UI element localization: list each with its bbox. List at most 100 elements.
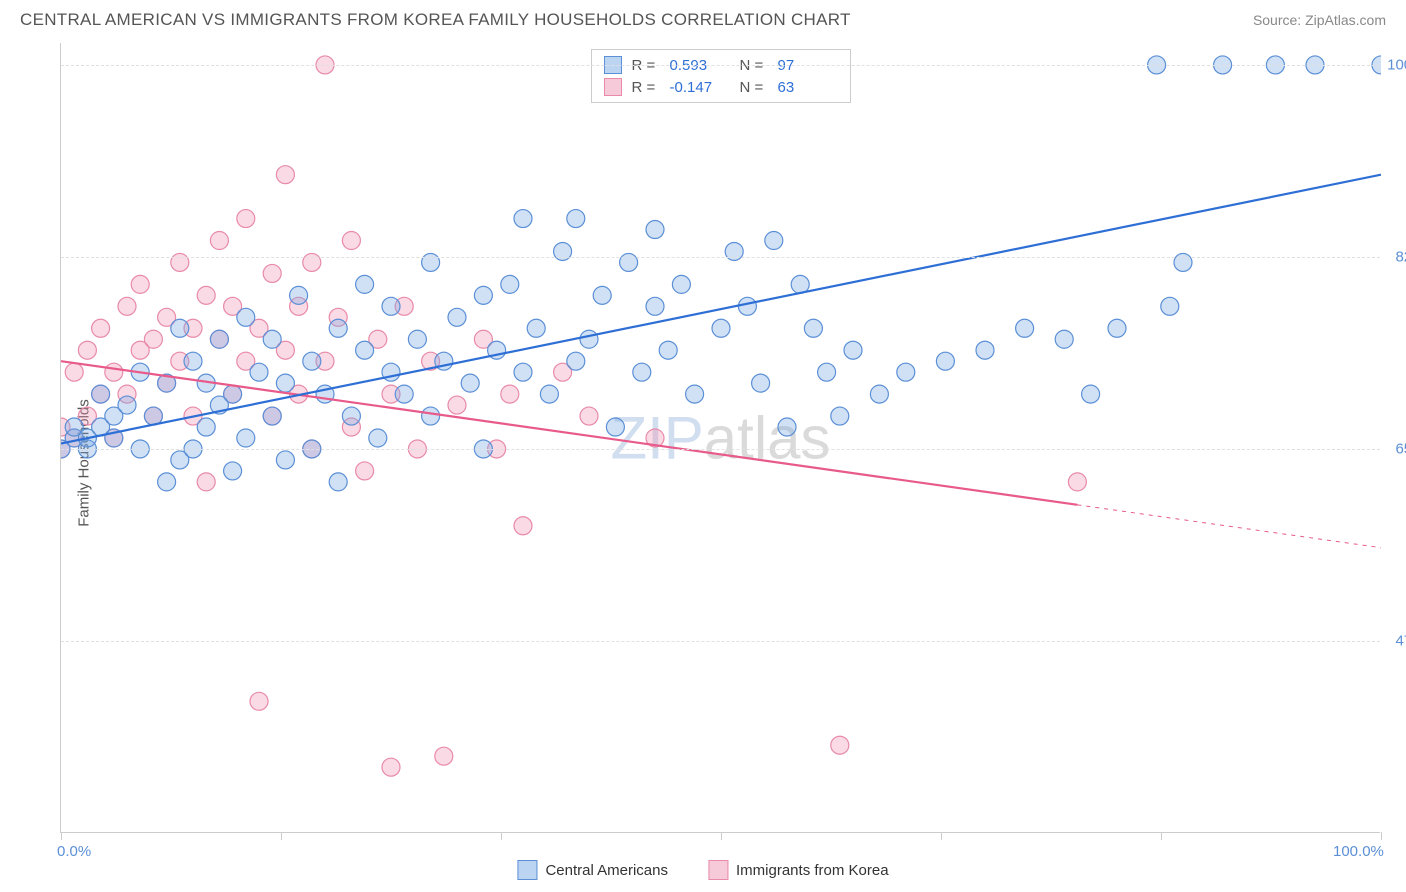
blue-point bbox=[92, 385, 110, 403]
blue-point bbox=[329, 319, 347, 337]
blue-point bbox=[646, 297, 664, 315]
pink-point bbox=[144, 330, 162, 348]
gridline bbox=[61, 257, 1380, 258]
blue-point bbox=[686, 385, 704, 403]
pink-point bbox=[356, 462, 374, 480]
pink-point bbox=[831, 736, 849, 754]
blue-point bbox=[263, 330, 281, 348]
blue-point bbox=[1108, 319, 1126, 337]
legend-label: Central Americans bbox=[545, 862, 668, 879]
pink-point bbox=[197, 286, 215, 304]
ytick-label: 100.0% bbox=[1387, 56, 1406, 73]
pink-point bbox=[78, 341, 96, 359]
gridline bbox=[61, 449, 1380, 450]
blue-point bbox=[448, 308, 466, 326]
pink-point bbox=[92, 319, 110, 337]
pink-point bbox=[131, 275, 149, 293]
blue-point bbox=[606, 418, 624, 436]
xtick-label-last: 100.0% bbox=[1333, 843, 1384, 860]
blue-point bbox=[263, 407, 281, 425]
legend-item: Central Americans bbox=[517, 860, 668, 880]
blue-point bbox=[646, 221, 664, 239]
pink-point bbox=[382, 758, 400, 776]
blue-point bbox=[633, 363, 651, 381]
blue-point bbox=[804, 319, 822, 337]
blue-point bbox=[672, 275, 690, 293]
pink-point bbox=[501, 385, 519, 403]
blue-point bbox=[712, 319, 730, 337]
blue-point bbox=[514, 210, 532, 228]
pink-point bbox=[276, 166, 294, 184]
blue-point bbox=[303, 352, 321, 370]
legend-swatch bbox=[708, 860, 728, 880]
blue-point bbox=[818, 363, 836, 381]
blue-point bbox=[1055, 330, 1073, 348]
gridline bbox=[61, 65, 1380, 66]
pink-trendline-extrapolated bbox=[1077, 505, 1381, 548]
stats-row: R =-0.147N =63 bbox=[604, 76, 838, 98]
xtick bbox=[1381, 832, 1382, 840]
blue-point bbox=[237, 308, 255, 326]
blue-trendline bbox=[61, 175, 1381, 444]
pink-point bbox=[514, 517, 532, 535]
blue-point bbox=[224, 462, 242, 480]
stats-n-label: N = bbox=[740, 79, 768, 96]
plot-area: ZIPatlas R =0.593N =97R =-0.147N =63 47.… bbox=[60, 43, 1380, 833]
pink-point bbox=[65, 363, 83, 381]
chart-title: CENTRAL AMERICAN VS IMMIGRANTS FROM KORE… bbox=[20, 10, 851, 30]
blue-point bbox=[567, 352, 585, 370]
blue-point bbox=[1016, 319, 1034, 337]
blue-point bbox=[356, 341, 374, 359]
legend-swatch bbox=[517, 860, 537, 880]
blue-point bbox=[1082, 385, 1100, 403]
pink-point bbox=[210, 232, 228, 250]
blue-point bbox=[831, 407, 849, 425]
pink-point bbox=[448, 396, 466, 414]
blue-point bbox=[224, 385, 242, 403]
blue-point bbox=[474, 286, 492, 304]
blue-point bbox=[580, 330, 598, 348]
blue-point bbox=[422, 407, 440, 425]
blue-point bbox=[171, 319, 189, 337]
ytick-label: 47.5% bbox=[1395, 632, 1406, 649]
pink-point bbox=[580, 407, 598, 425]
blue-point bbox=[276, 374, 294, 392]
pink-point bbox=[118, 297, 136, 315]
pink-point bbox=[197, 473, 215, 491]
blue-point bbox=[184, 352, 202, 370]
pink-point bbox=[237, 210, 255, 228]
blue-point bbox=[210, 330, 228, 348]
blue-point bbox=[329, 473, 347, 491]
pink-point bbox=[250, 692, 268, 710]
legend-item: Immigrants from Korea bbox=[708, 860, 889, 880]
blue-point bbox=[395, 385, 413, 403]
blue-point bbox=[197, 418, 215, 436]
ytick-label: 65.0% bbox=[1395, 440, 1406, 457]
blue-point bbox=[118, 396, 136, 414]
stats-r-value: -0.147 bbox=[670, 79, 730, 96]
xtick-label-first: 0.0% bbox=[57, 843, 91, 860]
xtick bbox=[721, 832, 722, 840]
stats-legend-box: R =0.593N =97R =-0.147N =63 bbox=[591, 49, 851, 103]
blue-point bbox=[408, 330, 426, 348]
legend-label: Immigrants from Korea bbox=[736, 862, 889, 879]
blue-point bbox=[356, 275, 374, 293]
xtick bbox=[501, 832, 502, 840]
blue-point bbox=[897, 363, 915, 381]
blue-point bbox=[778, 418, 796, 436]
pink-point bbox=[342, 232, 360, 250]
blue-point bbox=[540, 385, 558, 403]
pink-point bbox=[105, 363, 123, 381]
blue-point bbox=[369, 429, 387, 447]
blue-point bbox=[158, 473, 176, 491]
blue-point bbox=[738, 297, 756, 315]
xtick bbox=[281, 832, 282, 840]
blue-point bbox=[844, 341, 862, 359]
blue-point bbox=[342, 407, 360, 425]
blue-point bbox=[976, 341, 994, 359]
chart-container: Family Households ZIPatlas R =0.593N =97… bbox=[0, 38, 1406, 888]
stats-n-value: 63 bbox=[778, 79, 838, 96]
pink-point bbox=[1068, 473, 1086, 491]
blue-point bbox=[765, 232, 783, 250]
xtick bbox=[61, 832, 62, 840]
